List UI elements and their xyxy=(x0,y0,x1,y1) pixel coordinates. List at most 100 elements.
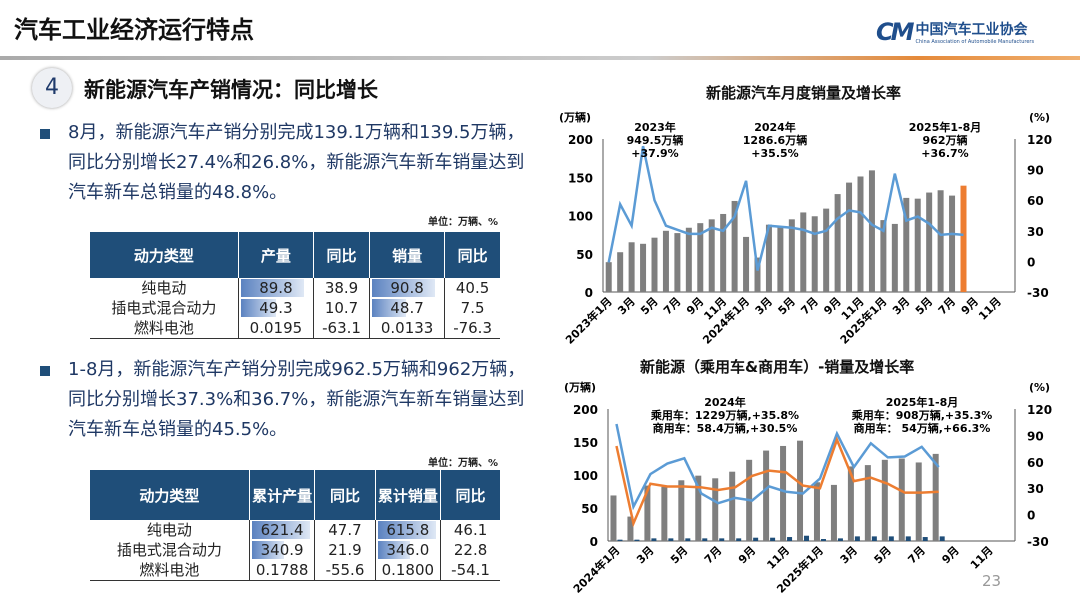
annotation: 962万辆 xyxy=(923,133,968,147)
cell-sales_yoy: 7.5 xyxy=(445,298,500,318)
passenger-bar xyxy=(627,516,634,541)
passenger-bar xyxy=(915,462,922,541)
cell-sales: 90.8 xyxy=(369,278,446,298)
cell-sales_yoy: 22.8 xyxy=(441,540,500,560)
cell-value: 48.7 xyxy=(390,299,424,317)
cell-value: -55.6 xyxy=(325,561,365,579)
chart1-title: 新能源汽车月度销量及增长率 xyxy=(706,84,902,102)
cell-value: 90.8 xyxy=(390,279,424,297)
x-tick-label: 5月 xyxy=(872,544,894,566)
commercial-bar xyxy=(888,536,894,541)
x-tick-label: 5月 xyxy=(668,544,690,566)
table-row: 燃料电池 0.0195 -63.1 0.0133 -76.3 xyxy=(90,318,500,339)
sales-bar xyxy=(662,230,669,292)
y2-tick-label: -30 xyxy=(1027,535,1049,549)
sales-bar xyxy=(834,194,841,292)
cell-value: 346.0 xyxy=(386,541,430,559)
annotation: 2023年 xyxy=(634,120,676,134)
cell-prod_yoy: 38.9 xyxy=(313,278,370,298)
table-row: 插电式混合动力 340.9 21.9 346.0 22.8 xyxy=(90,540,500,560)
sales-bar xyxy=(937,190,944,292)
cell-value: 插电式混合动力 xyxy=(111,299,217,317)
sales-bar xyxy=(708,219,715,292)
col-header: 同比 xyxy=(444,232,500,278)
page-number: 23 xyxy=(982,572,1002,590)
cell-sales: 48.7 xyxy=(369,298,446,318)
sales-bar xyxy=(605,262,612,292)
header-divider xyxy=(0,56,1080,60)
bullet-ytd: 1-8月，新能源汽车产销分别完成962.5万辆和962万辆，同比分别增长37.3… xyxy=(40,355,540,445)
col-header: 同比 xyxy=(313,232,370,278)
x-tick-label: 3月 xyxy=(838,544,860,566)
cell-value: 燃料电池 xyxy=(133,319,194,337)
cell-prod: 49.3 xyxy=(238,298,315,318)
sales-bar xyxy=(926,192,933,292)
bullet-august: 8月，新能源汽车产销分别完成139.1万辆和139.5万辆，同比分别增长27.4… xyxy=(40,118,540,208)
cell-sales_yoy: -76.3 xyxy=(445,318,500,339)
cell-sales: 346.0 xyxy=(375,540,442,560)
col-header: 累计销量 xyxy=(375,470,442,520)
commercial-bar xyxy=(871,536,877,541)
table-row: 燃料电池 0.1788 -55.6 0.1800 -54.1 xyxy=(90,560,500,581)
cell-value: 47.7 xyxy=(328,521,362,539)
commercial-bar xyxy=(804,535,810,541)
y2-tick-label: 60 xyxy=(1027,456,1044,470)
cell-sales: 615.8 xyxy=(375,520,442,540)
col-header: 累计产量 xyxy=(249,470,316,520)
passenger-bar xyxy=(729,471,736,541)
sales-bar xyxy=(777,226,784,292)
logo-en: China Association of Automobile Manufact… xyxy=(915,39,1035,45)
bullet-text: 1-8月，新能源汽车产销分别完成962.5万辆和962万辆，同比分别增长37.3… xyxy=(68,359,526,440)
commercial-bar xyxy=(668,538,674,541)
col-header: 同比 xyxy=(440,470,500,520)
commercial-bar xyxy=(787,537,793,541)
annotation: 商用车： 54万辆,+66.3% xyxy=(854,421,991,435)
table-row: 纯电动 89.8 38.9 90.8 40.5 xyxy=(90,278,500,298)
cell-sales: 0.0133 xyxy=(369,318,446,339)
growth-line-blue xyxy=(615,423,940,511)
y2-tick-label: -30 xyxy=(1027,286,1049,300)
cell-type: 纯电动 xyxy=(90,278,239,298)
table-cumulative: 动力类型 累计产量 同比 累计销量 同比 纯电动 621.4 47.7 615.8 46… xyxy=(90,470,500,581)
cell-type: 插电式混合动力 xyxy=(90,540,250,560)
data-bar xyxy=(240,279,305,297)
commercial-bar xyxy=(854,536,860,541)
section-title: 新能源汽车产销情况：同比增长 xyxy=(84,78,378,102)
data-bar xyxy=(240,299,277,317)
commercial-bar xyxy=(820,539,826,541)
logo-cn: 中国汽车工业协会 xyxy=(915,22,1028,38)
passenger-bar xyxy=(864,465,871,541)
cell-value: 7.5 xyxy=(460,299,485,317)
cell-value: 0.0195 xyxy=(249,319,303,337)
cell-sales_yoy: 46.1 xyxy=(441,520,500,540)
annotation: 商用车：58.4万辆,+30.5% xyxy=(653,421,798,435)
sales-bar xyxy=(674,233,681,292)
cell-prod_yoy: 21.9 xyxy=(314,540,376,560)
annotation: +37.9% xyxy=(631,147,678,160)
sales-bar xyxy=(731,200,738,292)
annotation: +36.7% xyxy=(921,147,968,160)
commercial-bar xyxy=(617,539,623,541)
cell-value: 615.8 xyxy=(386,521,430,539)
y-tick-label: 150 xyxy=(573,436,598,450)
sales-bar xyxy=(823,208,830,292)
cell-value: -54.1 xyxy=(451,561,490,579)
sales-bar xyxy=(651,237,658,292)
chart2-title: 新能源（乘用车&商用车）-销量及增长率 xyxy=(640,358,915,376)
passenger-bar xyxy=(847,466,854,541)
sales-bar xyxy=(765,224,772,292)
cell-prod_yoy: 47.7 xyxy=(314,520,376,540)
commercial-bar xyxy=(719,538,725,541)
annotation: 2024年 xyxy=(754,120,796,134)
y2-tick-label: 90 xyxy=(1027,164,1044,178)
commercial-bar xyxy=(770,537,776,541)
y2-tick-label: 60 xyxy=(1027,194,1044,208)
y2-tick-label: 90 xyxy=(1027,429,1044,443)
passenger-bar xyxy=(932,453,939,541)
y2-tick-label: 0 xyxy=(1027,509,1035,523)
annotation: 乘用车：1229万辆,+35.8% xyxy=(650,408,799,422)
data-bar xyxy=(251,521,311,539)
cell-value: 621.4 xyxy=(260,521,304,539)
cell-value: 40.5 xyxy=(455,279,490,297)
